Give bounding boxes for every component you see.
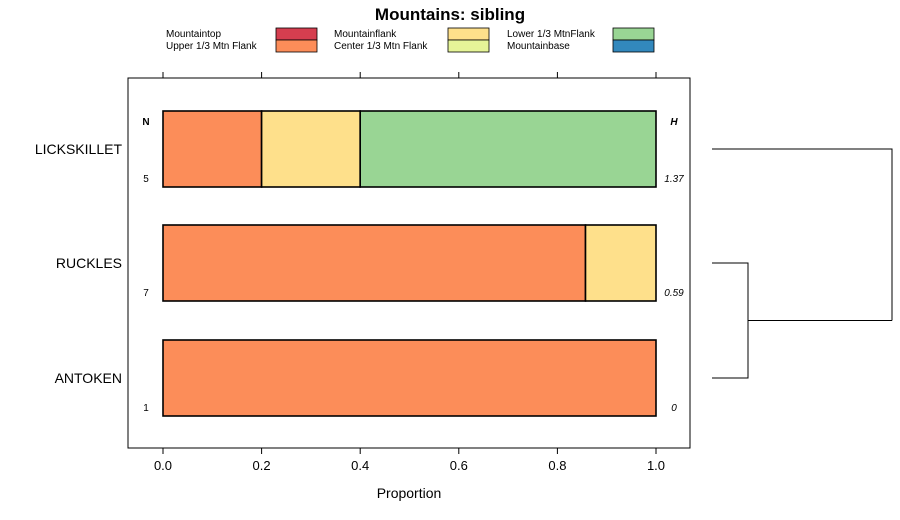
x-tick-label: 0.6 (450, 458, 468, 473)
category-label: RUCKLES (56, 255, 122, 271)
bar-segment (584, 224, 657, 302)
bar-segment (260, 110, 362, 188)
n-value: 7 (143, 288, 149, 299)
bar-segment (162, 224, 587, 302)
legend-swatch (275, 39, 318, 53)
x-tick-label: 0.0 (154, 458, 172, 473)
dendrogram-branches (712, 148, 893, 379)
category-label: ANTOKEN (55, 370, 122, 386)
x-tick-label: 0.8 (548, 458, 566, 473)
category-label: LICKSKILLET (35, 141, 123, 157)
legend-swatch (612, 27, 655, 41)
legend-swatch (447, 27, 490, 41)
legend-label: Mountaintop (166, 29, 221, 40)
x-tick-label: 1.0 (647, 458, 665, 473)
h-value: 0 (671, 403, 677, 414)
h-value: 0.59 (664, 288, 684, 299)
legend-label: Mountainflank (334, 29, 397, 40)
x-tick-label: 0.2 (253, 458, 271, 473)
legend-label: Upper 1/3 Mtn Flank (166, 41, 258, 52)
chart-title: Mountains: sibling (375, 5, 525, 24)
legend-swatch (275, 27, 318, 41)
legend-swatch (612, 39, 655, 53)
legend-label: Lower 1/3 MtnFlank (507, 29, 596, 40)
bar-segment (359, 110, 657, 188)
n-column-header: N (142, 117, 149, 128)
n-value: 1 (143, 403, 149, 414)
x-axis: 0.0 0.2 0.4 0.6 0.8 1.0 (154, 72, 665, 473)
legend-label: Mountainbase (507, 41, 570, 52)
h-value: 1.37 (664, 174, 684, 185)
x-axis-title: Proportion (377, 485, 442, 501)
h-column-header: H (670, 117, 678, 128)
n-value: 5 (143, 174, 149, 185)
dendrogram (712, 148, 893, 379)
legend-swatch (447, 39, 490, 53)
bar-segment (162, 110, 263, 188)
legend-label: Center 1/3 Mtn Flank (334, 41, 428, 52)
bars: LICKSKILLET 5 1.37 RUCKLES 7 0.59 ANTOKEN 1 0 (35, 110, 684, 417)
bar-segment (162, 339, 657, 417)
x-tick-label: 0.4 (351, 458, 369, 473)
plot-frame (127, 77, 691, 449)
